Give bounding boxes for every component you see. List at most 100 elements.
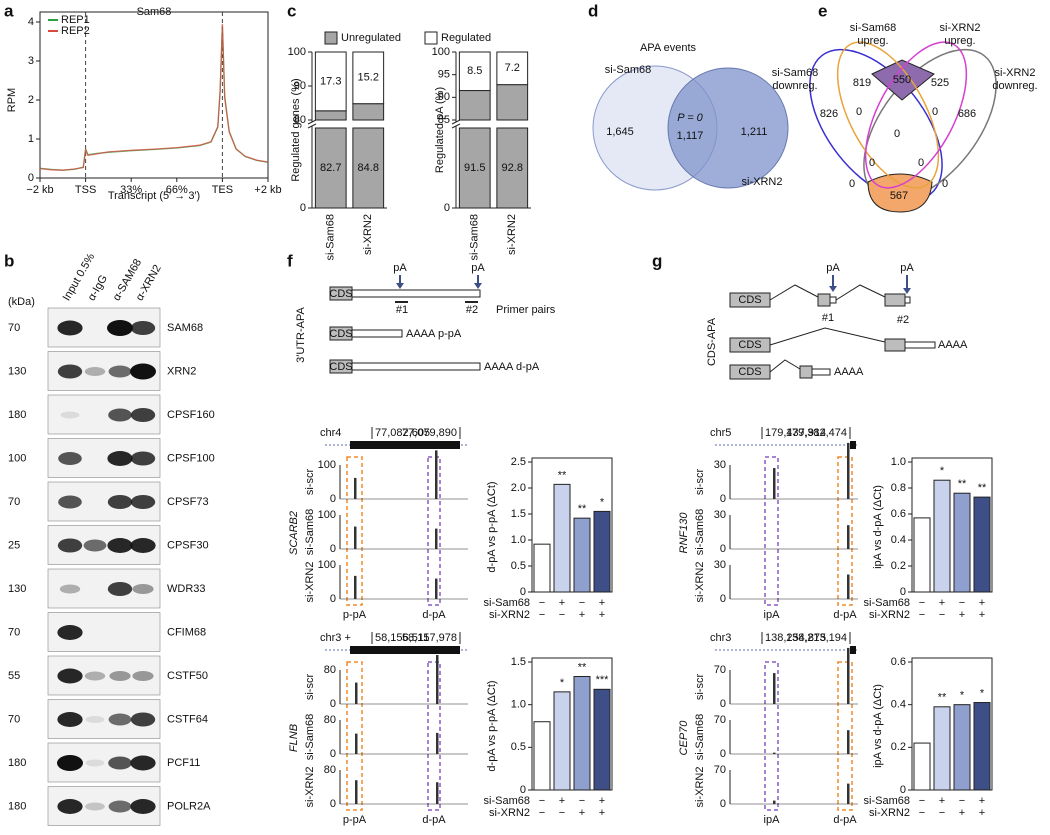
bar: [973, 496, 991, 593]
region-count: 686: [958, 108, 976, 120]
y-tick-label: 0: [900, 586, 906, 598]
track-tick-label: 0: [720, 593, 726, 605]
legend-swatch: [424, 31, 438, 45]
y-tick-label: 0.4: [891, 699, 906, 711]
blot-band: [130, 799, 156, 814]
region-count: 1,211: [741, 126, 768, 138]
sample-label: si-scr: [694, 469, 706, 496]
sample-label: si-XRN2: [304, 767, 316, 808]
exon: [817, 293, 831, 307]
protein-label: CPSF30: [167, 539, 209, 551]
coverage-peak: [354, 575, 357, 599]
significance-label: **: [578, 661, 587, 673]
bar-segment: [352, 51, 385, 105]
plot-frame: [911, 457, 993, 593]
diagram-title: 3′UTR-APA: [295, 307, 307, 363]
bar: [573, 676, 591, 791]
panel-label: c: [287, 1, 296, 20]
y-axis-label: Regulated pA (%): [434, 87, 446, 173]
axis-break: [451, 119, 461, 125]
bar: [533, 721, 551, 791]
intron: [769, 284, 819, 301]
coverage-peak: [355, 780, 358, 804]
panel-label: e: [818, 1, 827, 20]
track-tick-label: 0: [330, 593, 336, 605]
coverage-peak: [847, 442, 850, 499]
gene-model: [850, 441, 856, 449]
exon: [884, 293, 906, 307]
marker-label: 100: [8, 452, 26, 464]
y-axis-label: ipA vs d-pA (ΔCt): [872, 485, 884, 569]
bar: [533, 543, 551, 593]
blot-band: [84, 367, 106, 376]
region-count: 0: [918, 157, 924, 169]
y-tick-label: 95: [438, 69, 450, 81]
significance-label: **: [578, 503, 587, 515]
treatment-sign: +: [559, 795, 565, 807]
coordinate-label: 58,156,511: [375, 632, 429, 644]
treatment-sign: +: [579, 807, 585, 819]
blot-band: [57, 364, 83, 379]
blot-band: [57, 712, 83, 727]
treatment-label: si-Sam68: [484, 795, 530, 807]
y-tick-label: 0: [28, 172, 34, 184]
y-tick-label: 1.0: [511, 699, 526, 711]
set-label: si-Sam68: [772, 67, 818, 79]
treatment-sign: +: [959, 807, 965, 819]
blot-band: [130, 755, 156, 771]
significance-label: **: [978, 482, 987, 494]
y-axis-label: d-pA vs p-pA (ΔCt): [486, 680, 498, 771]
treatment-sign: +: [959, 609, 965, 621]
legend-label: REP2: [61, 25, 90, 37]
bar-segment: [352, 103, 385, 121]
region-count: 0: [849, 178, 855, 190]
blot-band: [130, 321, 156, 335]
site-label: p-pA: [343, 814, 367, 826]
isoform-label: d-pA: [516, 361, 540, 373]
x-tick-label: si-XRN2: [506, 214, 518, 255]
blot-band: [107, 451, 133, 466]
p-value: P = 0: [677, 112, 703, 124]
blot-band: [60, 411, 80, 419]
treatment-sign: +: [979, 609, 985, 621]
treatment-sign: −: [919, 807, 925, 819]
x-tick-label: 33%: [120, 184, 142, 196]
site-box: [837, 456, 853, 606]
set-label: si-XRN2: [742, 176, 783, 188]
treatment-sign: −: [539, 597, 545, 609]
site-label: ipA: [764, 814, 781, 826]
region-count: 525: [931, 77, 949, 89]
coverage-peak: [435, 528, 438, 549]
protein-label: XRN2: [167, 365, 196, 377]
site-box: [427, 456, 441, 606]
significance-label: *: [980, 687, 985, 699]
blot-band: [108, 713, 132, 726]
y-tick-label: 100: [432, 46, 450, 58]
treatment-sign: −: [559, 807, 565, 819]
utr: [904, 296, 911, 304]
track-tick-label: 0: [330, 493, 336, 505]
track-tick-label: 0: [720, 798, 726, 810]
blot-band: [57, 668, 83, 684]
bar-segment: [458, 51, 491, 92]
treatment-label: si-XRN2: [489, 609, 530, 621]
intron: [769, 327, 886, 346]
protein-label: CPSF100: [167, 452, 215, 464]
polya-label: AAAA: [834, 366, 864, 378]
cds-label: CDS: [329, 288, 352, 300]
significance-label: *: [600, 496, 605, 508]
track-tick-label: 30: [714, 459, 726, 471]
blot-band: [130, 712, 156, 727]
significance-label: **: [938, 692, 947, 704]
blot-band: [57, 799, 83, 814]
y-tick-label: 85: [438, 114, 450, 126]
treatment-label: si-Sam68: [864, 795, 910, 807]
coverage-peak: [847, 730, 850, 754]
panel-label: f: [287, 251, 293, 270]
y-tick-label: 1.5: [511, 656, 526, 668]
pa-arrowhead: [829, 286, 837, 292]
panel-label: b: [4, 251, 14, 270]
blot-band: [58, 452, 82, 465]
legend-label: Unregulated: [341, 32, 401, 44]
polya-label: AAAA: [484, 361, 514, 373]
